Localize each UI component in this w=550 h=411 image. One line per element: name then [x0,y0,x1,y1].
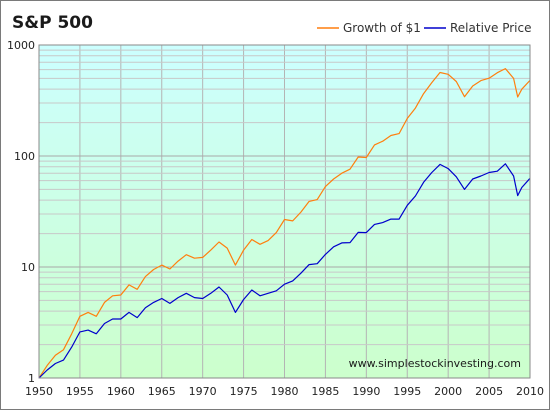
y-axis-ticks: 1 10 100 1000 [7,39,35,385]
x-tick-label: 2010 [516,385,544,398]
gridlines [39,45,530,378]
y-tick-label: 10 [21,261,35,274]
series-lines [38,67,531,379]
legend-label-growth: Growth of $1 [343,21,421,35]
legend-label-relative-price: Relative Price [450,21,531,35]
legend: Growth of $1 Relative Price [317,21,531,35]
chart-title: S&P 500 [12,13,93,33]
x-tick-label: 1970 [189,385,217,398]
series-line-relative-price [38,163,531,379]
x-tick-label: 1995 [393,385,421,398]
series-line-growth [38,67,531,379]
x-axis-ticks: 1950 1955 1960 1965 1970 1975 1980 1985 1990 1995… [25,385,544,398]
x-tick-label: 1950 [25,385,53,398]
x-tick-label: 1990 [352,385,380,398]
y-tick-label: 100 [14,150,35,163]
y-tick-label: 1 [28,372,35,385]
watermark-annotation: www.simplestockinvesting.com [349,357,521,370]
x-tick-label: 1985 [311,385,339,398]
plot-border [38,44,531,379]
x-tick-label: 1975 [230,385,258,398]
x-tick-label: 1980 [271,385,299,398]
x-tick-label: 1960 [107,385,135,398]
y-tick-label: 1000 [7,39,35,52]
x-tick-label: 1955 [66,385,94,398]
x-tick-label: 2005 [475,385,503,398]
x-tick-label: 1965 [148,385,176,398]
x-tick-label: 2000 [434,385,462,398]
